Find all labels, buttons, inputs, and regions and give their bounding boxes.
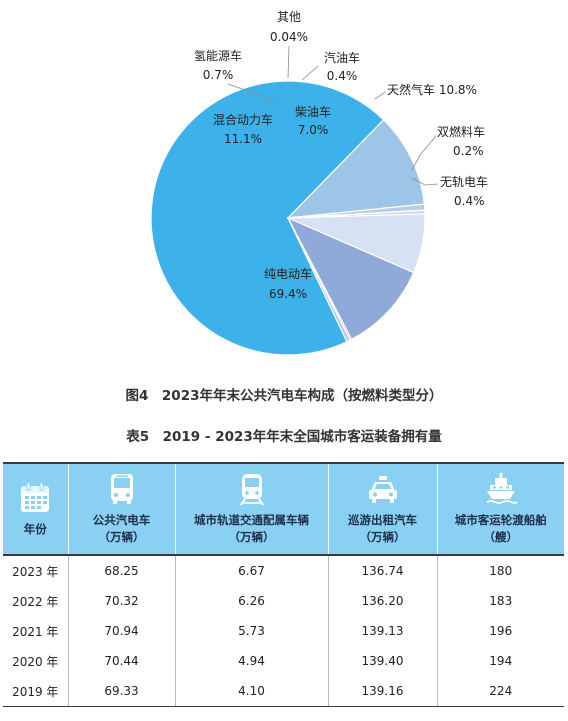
cell-bus: 70.44: [68, 646, 176, 676]
pie-slice-name: 氢能源车: [194, 48, 242, 63]
col-header-year: 年份: [3, 462, 69, 556]
pie-leader-line: [301, 65, 319, 81]
ferry-ship-icon: [486, 473, 518, 504]
cell-year: 2019 年: [3, 676, 69, 707]
cell-year: 2023 年: [3, 555, 69, 586]
cell-taxi: 139.16: [328, 676, 438, 707]
cell-taxi: 136.20: [328, 586, 438, 616]
table-row: 2020 年 70.44 4.94 139.40 194: [3, 646, 564, 676]
calendar-icon: [21, 482, 50, 512]
pie-slice-value: 0.2%: [453, 144, 484, 158]
cell-bus: 70.32: [68, 586, 176, 616]
col-header-bus-label: 公共汽电车: [92, 513, 151, 527]
pie-slice-name: 柴油车: [295, 104, 331, 119]
cell-metro: 4.94: [175, 646, 329, 676]
col-header-ferry: 城市客运轮渡船舶 （艘）: [437, 462, 564, 556]
cell-taxi: 136.74: [328, 555, 438, 586]
cell-metro: 4.10: [175, 676, 329, 707]
cell-year: 2022 年: [3, 586, 69, 616]
city-transport-equipment-table: 年份 公共汽电车 （万辆）: [3, 462, 564, 707]
pie-slice-value: 0.04%: [270, 30, 308, 44]
pie-slice: [286, 119, 425, 219]
metro-train-icon: [239, 474, 264, 506]
figure-caption: 图4 2023年年末公共汽电车构成（按燃料类型分）: [125, 388, 443, 404]
col-header-ferry-unit: （艘）: [483, 530, 519, 544]
pie-slice-name: 其他: [277, 10, 301, 24]
cell-ferry: 180: [489, 564, 513, 578]
cell-taxi: 139.40: [328, 646, 438, 676]
pie-slice-value: 0.7%: [203, 68, 234, 82]
pie-slice-value: 0.4%: [327, 69, 358, 83]
table-caption: 表5 2019 - 2023年年末全国城市客运装备拥有量: [126, 429, 442, 445]
pie-slice-name: 无轨电车: [440, 174, 488, 189]
col-header-bus: 公共汽电车 （万辆）: [68, 462, 176, 556]
cell-ferry: 224: [437, 676, 564, 707]
col-header-metro-unit: （万辆）: [228, 530, 275, 544]
pie-slice-value: 11.1%: [224, 132, 262, 146]
bus-icon: [110, 474, 133, 504]
col-header-bus-unit: （万辆）: [98, 530, 145, 544]
cell-metro: 6.67: [175, 555, 329, 586]
pie-slice-name: 双燃料车: [437, 124, 485, 139]
pie-slice-value: 0.4%: [454, 194, 485, 208]
cell-ferry: 194: [489, 654, 513, 668]
pie-leader-line: [411, 135, 437, 171]
cell-metro: 6.26: [175, 586, 329, 616]
cell-year: 2021 年: [3, 616, 69, 646]
cell-bus: 70.94: [68, 616, 176, 646]
pie-leader-line: [227, 83, 277, 105]
cell-taxi: 139.13: [328, 616, 438, 646]
col-header-taxi: 巡游出租汽车 （万辆）: [328, 462, 438, 556]
col-header-year-label: 年份: [23, 521, 47, 536]
pie-slice: [287, 217, 351, 343]
pie-slice-value: 69.4%: [269, 287, 307, 301]
pie-leader-line: [287, 45, 290, 79]
table-row: 2021 年 70.94 5.73 139.13 196: [3, 616, 564, 646]
cell-bus: 69.33: [68, 676, 176, 707]
pie-slice-value: 7.0%: [298, 123, 329, 137]
col-header-taxi-unit: （万辆）: [359, 530, 406, 544]
col-header-ferry-label: 城市客运轮渡船舶: [454, 513, 547, 527]
cell-ferry: 183: [489, 594, 513, 608]
cell-metro: 5.73: [175, 616, 329, 646]
pie-leader-line: [374, 91, 386, 100]
pie-leader-line: [411, 177, 439, 186]
table-row: 2019 年 69.33 4.10 139.16 224: [3, 676, 564, 707]
pie-slice-name: 纯电动车: [264, 266, 312, 281]
cell-year: 2020 年: [3, 646, 69, 676]
col-header-taxi-label: 巡游出租汽车: [348, 513, 417, 527]
pie-slice: [150, 80, 385, 356]
pie-slice-label: 天然气车 10.8%: [387, 82, 477, 97]
pie-chart: 纯电动车 69.4% 混合动力车 11.1% 氢能源车 0.7% 其他 0.04% 汽油车 0.4…: [150, 10, 488, 356]
table-row: 2022 年 70.32 6.26 136.20 183: [3, 586, 564, 616]
cell-bus: 68.25: [68, 555, 176, 586]
pie-slice: [286, 216, 415, 341]
col-header-metro: 城市轨道交通配属车辆 （万辆）: [175, 462, 329, 556]
cell-ferry: 196: [489, 624, 513, 638]
pie-slice-name: 汽油车: [324, 50, 360, 65]
taxi-icon: [368, 476, 397, 503]
table-header-row: 年份 公共汽电车 （万辆）: [3, 462, 564, 556]
col-header-metro-label: 城市轨道交通配属车辆: [194, 513, 309, 527]
pie-slice-name: 混合动力车: [213, 112, 273, 127]
table-row: 2023 年 68.25 6.67 136.74 180: [3, 555, 564, 586]
